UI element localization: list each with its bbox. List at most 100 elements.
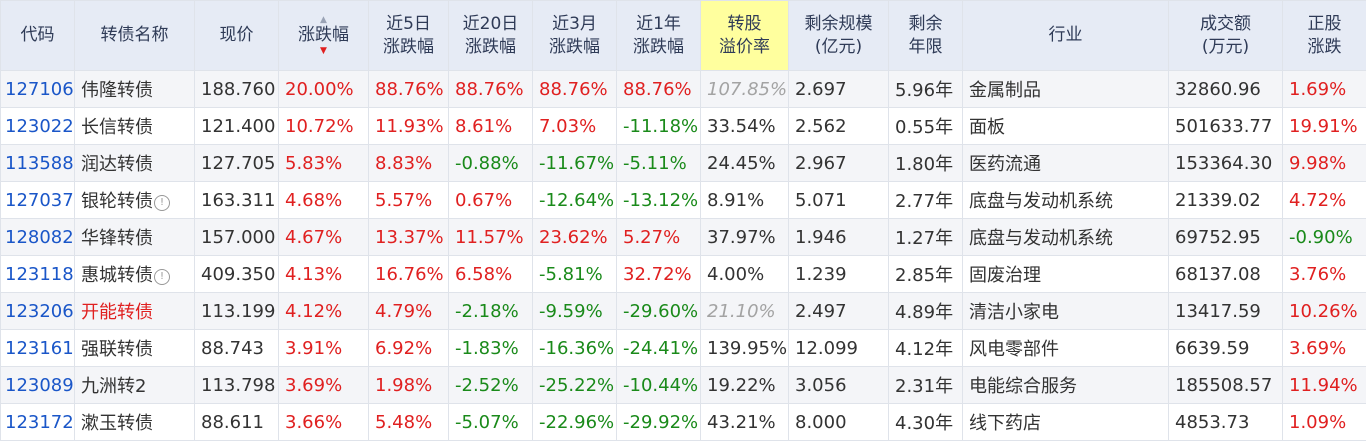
- col-header-stock-change[interactable]: 正股 涨跌: [1282, 0, 1366, 71]
- col-header-change-3m[interactable]: 近3月 涨跌幅: [532, 0, 617, 71]
- cell-name[interactable]: 伟隆转债: [74, 70, 195, 108]
- cell-chg5-text: 11.93%: [375, 115, 444, 137]
- cell-turnover-text: 6639.59: [1175, 337, 1250, 359]
- cell-price: 88.743: [194, 329, 279, 367]
- table-row[interactable]: 123089 九洲转2 113.798 3.69% 1.98% -2.52% -25.22%…: [0, 366, 1366, 404]
- cell-code[interactable]: 128082: [0, 218, 75, 256]
- col-header-price[interactable]: 现价: [194, 0, 279, 71]
- cell-premium-text: 4.00%: [707, 263, 765, 285]
- cell-scale-text: 1.239: [795, 263, 847, 285]
- info-icon[interactable]: !: [154, 269, 170, 285]
- table-row[interactable]: 113588 润达转债 127.705 5.83% 8.83% -0.88% -11.67%…: [0, 144, 1366, 182]
- cell-chg5-text: 6.92%: [375, 337, 433, 359]
- cell-premium: 139.95%: [700, 329, 789, 367]
- table-header-row: 代码 转债名称 现价 ▲ 涨跌幅 ▼ 近5日 涨跌幅 近20日 涨跌幅 近3月 涨跌幅…: [0, 0, 1366, 71]
- table-row[interactable]: 123161 强联转债 88.743 3.91% 6.92% -1.83% -16.36% -…: [0, 329, 1366, 367]
- cell-chg3m: -22.96%: [532, 403, 617, 441]
- col-header-turnover[interactable]: 成交额 (万元): [1168, 0, 1283, 71]
- cell-code-text: 127037: [5, 189, 74, 211]
- col-header-change-20d[interactable]: 近20日 涨跌幅: [448, 0, 533, 71]
- col-header-years[interactable]: 剩余 年限: [888, 0, 963, 71]
- cell-stock_chg-text: 3.69%: [1289, 337, 1347, 359]
- table-row[interactable]: 123118 惠城转债! 409.350 4.13% 16.76% 6.58% -5.81%…: [0, 255, 1366, 293]
- cell-code[interactable]: 123022: [0, 107, 75, 145]
- cell-name-text: 伟隆转债: [81, 80, 153, 101]
- cell-industry-text: 医药流通: [969, 154, 1041, 175]
- cell-chg1y: -10.44%: [616, 366, 701, 404]
- cell-name[interactable]: 华锋转债: [74, 218, 195, 256]
- cell-industry: 清洁小家电: [962, 292, 1169, 330]
- cell-code[interactable]: 127037: [0, 181, 75, 219]
- cell-industry-text: 金属制品: [969, 80, 1041, 101]
- col-header-scale[interactable]: 剩余规模 (亿元): [788, 0, 889, 71]
- cell-premium-text: 21.10%: [707, 300, 776, 322]
- cell-name[interactable]: 惠城转债!: [74, 255, 195, 293]
- col-header-industry[interactable]: 行业: [962, 0, 1169, 71]
- sort-indicator: ▲: [280, 16, 368, 25]
- cell-price-text: 121.400: [201, 115, 276, 137]
- col-header-change-1y[interactable]: 近1年 涨跌幅: [616, 0, 701, 71]
- cell-premium: 4.00%: [700, 255, 789, 293]
- cell-stock_chg: 19.91%: [1282, 107, 1366, 145]
- cell-code-text: 113588: [5, 152, 74, 174]
- col-header-change-5d[interactable]: 近5日 涨跌幅: [368, 0, 449, 71]
- cell-code[interactable]: 123118: [0, 255, 75, 293]
- cell-turnover-text: 13417.59: [1175, 300, 1261, 322]
- cell-code[interactable]: 123161: [0, 329, 75, 367]
- col-header-name[interactable]: 转债名称: [74, 0, 195, 71]
- cell-code[interactable]: 123172: [0, 403, 75, 441]
- cell-chg3m-text: -12.64%: [539, 189, 615, 211]
- cell-chg3m: -5.81%: [532, 255, 617, 293]
- cell-chg-text: 20.00%: [285, 78, 354, 100]
- cell-chg3m-text: 23.62%: [539, 226, 608, 248]
- cell-scale-text: 1.946: [795, 226, 847, 248]
- col-header-premium[interactable]: 转股 溢价率: [700, 0, 789, 71]
- cell-price-text: 163.311: [201, 189, 276, 211]
- cell-chg1y: -29.60%: [616, 292, 701, 330]
- cell-name[interactable]: 强联转债: [74, 329, 195, 367]
- cell-chg3m: -16.36%: [532, 329, 617, 367]
- cell-name-text: 强联转债: [81, 339, 153, 360]
- cell-name-text: 开能转债: [81, 302, 153, 323]
- cell-industry: 金属制品: [962, 70, 1169, 108]
- cell-premium-text: 24.45%: [707, 152, 776, 174]
- cell-years: 2.85年: [888, 255, 963, 293]
- cell-industry: 底盘与发动机系统: [962, 218, 1169, 256]
- cell-price: 113.199: [194, 292, 279, 330]
- cell-stock_chg-text: 1.09%: [1289, 411, 1347, 433]
- table-row[interactable]: 128082 华锋转债 157.000 4.67% 13.37% 11.57% 23.62%…: [0, 218, 1366, 256]
- cell-industry: 线下药店: [962, 403, 1169, 441]
- table-row[interactable]: 123022 长信转债 121.400 10.72% 11.93% 8.61% 7.03% -…: [0, 107, 1366, 145]
- cell-code[interactable]: 113588: [0, 144, 75, 182]
- cell-name[interactable]: 银轮转债!: [74, 181, 195, 219]
- table-row[interactable]: 123172 漱玉转债 88.611 3.66% 5.48% -5.07% -22.96% -…: [0, 403, 1366, 441]
- col-header-code[interactable]: 代码: [0, 0, 75, 71]
- col-header-change[interactable]: ▲ 涨跌幅 ▼: [278, 0, 369, 71]
- cell-name[interactable]: 漱玉转债: [74, 403, 195, 441]
- cell-name[interactable]: 润达转债: [74, 144, 195, 182]
- cell-code[interactable]: 123089: [0, 366, 75, 404]
- table-row[interactable]: 127037 银轮转债! 163.311 4.68% 5.57% 0.67% -12.64%…: [0, 181, 1366, 219]
- cell-years-text: 2.77年: [895, 191, 954, 212]
- cell-price: 88.611: [194, 403, 279, 441]
- cell-chg20-text: 11.57%: [455, 226, 524, 248]
- cell-code[interactable]: 127106: [0, 70, 75, 108]
- table-row[interactable]: 123206 开能转债 113.199 4.12% 4.79% -2.18% -9.59% -…: [0, 292, 1366, 330]
- cell-chg5-text: 5.57%: [375, 189, 433, 211]
- cell-price-text: 127.705: [201, 152, 276, 174]
- cell-industry: 医药流通: [962, 144, 1169, 182]
- cell-industry: 面板: [962, 107, 1169, 145]
- cell-premium-text: 37.97%: [707, 226, 776, 248]
- cell-premium-text: 33.54%: [707, 115, 776, 137]
- cell-name[interactable]: 九洲转2: [74, 366, 195, 404]
- cell-premium-text: 107.85%: [707, 78, 788, 100]
- cell-name[interactable]: 长信转债: [74, 107, 195, 145]
- table-row[interactable]: 127106 伟隆转债 188.760 20.00% 88.76% 88.76% 88.76…: [0, 70, 1366, 108]
- cell-name[interactable]: 开能转债: [74, 292, 195, 330]
- info-icon[interactable]: !: [154, 195, 170, 211]
- cell-years: 1.80年: [888, 144, 963, 182]
- cell-code[interactable]: 123206: [0, 292, 75, 330]
- cell-premium: 19.22%: [700, 366, 789, 404]
- cell-chg3m-text: 7.03%: [539, 115, 597, 137]
- cell-chg: 3.69%: [278, 366, 369, 404]
